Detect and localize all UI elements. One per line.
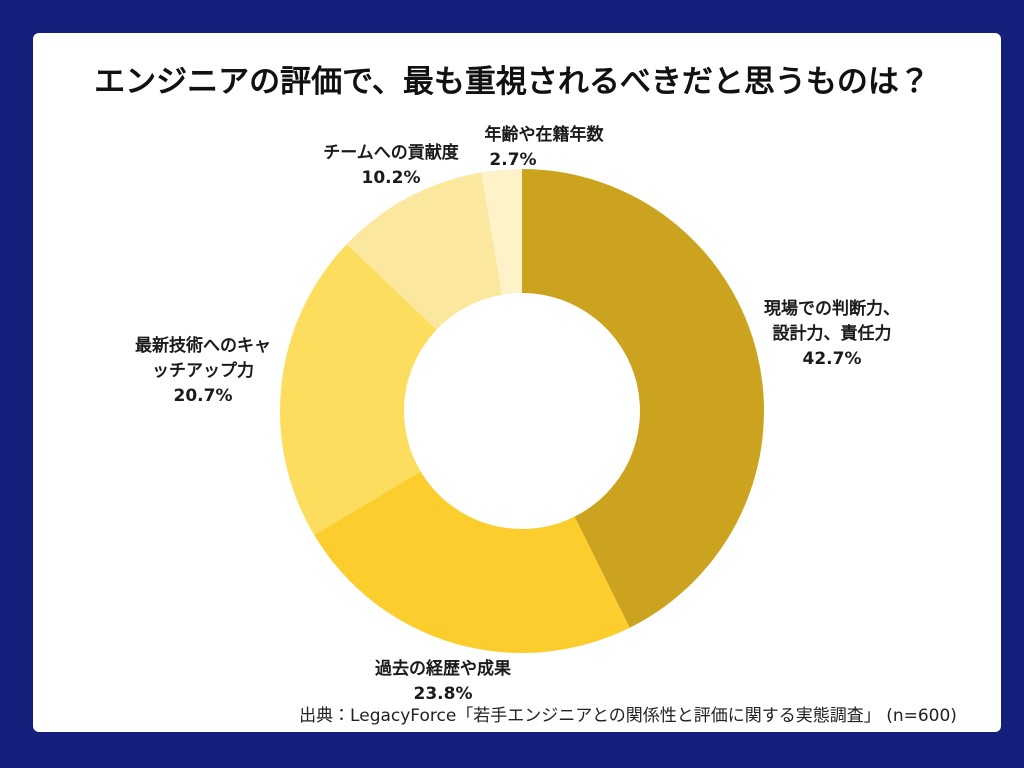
pie-slice-4 bbox=[481, 169, 522, 295]
slice-label-pct: 10.2% bbox=[361, 168, 421, 188]
slice-label-line: 過去の経歴や成果 bbox=[375, 659, 511, 679]
pie-slice-0 bbox=[522, 169, 765, 628]
slice-label-pct: 2.7% bbox=[489, 150, 537, 170]
slice-label-line: 年齢や在籍年数 bbox=[484, 125, 604, 145]
pie-slice-2 bbox=[280, 244, 437, 536]
slice-label-line: 現場での判断力、 bbox=[764, 299, 900, 319]
slice-label-team: チームへの貢献度 10.2% bbox=[323, 141, 459, 191]
slice-label-age: 年齢や在籍年数 2.7% bbox=[485, 123, 604, 173]
source-citation: 出典：LegacyForce「若手エンジニアとの関係性と評価に関する実態調査」 … bbox=[299, 706, 957, 726]
slice-label-catchup: 最新技術へのキャ ッチアップ力 20.7% bbox=[135, 334, 271, 409]
pie-slice-1 bbox=[314, 471, 630, 654]
slice-label-pct: 20.7% bbox=[173, 386, 233, 406]
chart-title: エンジニアの評価で、最も重視されるべきだと思うものは？ bbox=[94, 64, 930, 100]
slice-label-career: 過去の経歴や成果 23.8% bbox=[375, 657, 511, 707]
slice-label-line: ッチアップ力 bbox=[152, 361, 254, 381]
slice-label-pct: 23.8% bbox=[413, 684, 473, 704]
slice-label-line: 設計力、責任力 bbox=[772, 324, 892, 344]
slice-label-line: チームへの貢献度 bbox=[323, 143, 459, 163]
slice-label-line: 最新技術へのキャ bbox=[135, 336, 271, 356]
slice-label-pct: 42.7% bbox=[802, 349, 862, 369]
slice-label-judgment: 現場での判断力、 設計力、責任力 42.7% bbox=[764, 297, 900, 372]
pie-slice-3 bbox=[346, 172, 503, 330]
